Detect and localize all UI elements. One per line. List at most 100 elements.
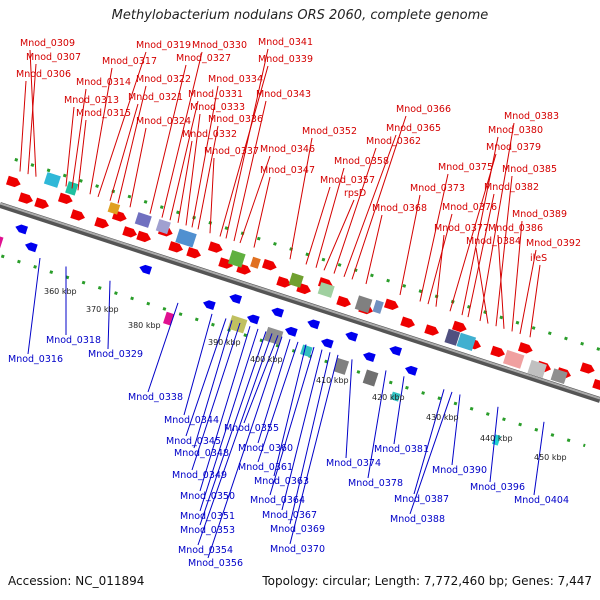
reverse-gene-arrow xyxy=(363,352,376,363)
gene-label: Mnod_0353 xyxy=(180,525,235,536)
feature-block xyxy=(43,172,61,188)
gene-label: Mnod_0396 xyxy=(470,482,525,493)
gene-label: Mnod_0357 xyxy=(320,175,375,186)
genome-title: Methylobacterium nodulans ORS 2060, comp… xyxy=(111,8,489,23)
gene-label: Mnod_0337 xyxy=(204,146,259,157)
scale-tick-label: 380 kbp xyxy=(128,321,161,330)
leader-line xyxy=(497,234,505,329)
leader-line xyxy=(461,136,499,316)
gene-label: Mnod_0333 xyxy=(190,102,245,113)
leader-line xyxy=(27,257,41,355)
leader-line xyxy=(289,354,339,545)
gene-label: Mnod_0348 xyxy=(174,448,229,459)
gene-label: Mnod_0314 xyxy=(76,77,131,88)
reverse-gene-arrow xyxy=(285,326,298,337)
gene-label: Mnod_0388 xyxy=(390,514,445,525)
forward-gene-arrow xyxy=(94,217,109,229)
forward-gene-arrow xyxy=(276,276,291,288)
gene-label: Mnod_0385 xyxy=(502,164,557,175)
labels-layer: Mnod_0306 Mnod_0307 Mnod_0309 Mnod_0313 Mnod… xyxy=(8,37,581,569)
scale-tick-label: 370 kbp xyxy=(86,305,119,314)
gene-label: Mnod_0318 xyxy=(46,335,101,346)
leader-line xyxy=(233,100,267,242)
scale-tick-label: 360 kbp xyxy=(44,287,77,296)
backbone-band xyxy=(0,202,600,403)
leader-line xyxy=(161,51,203,218)
leader-line xyxy=(427,213,453,305)
leader-line xyxy=(199,331,267,526)
leader-line xyxy=(199,328,259,512)
backbone-highlight xyxy=(0,202,600,400)
leader-line xyxy=(409,391,453,515)
reverse-gene-arrow xyxy=(389,346,402,356)
gene-label: Mnod_0392 xyxy=(526,238,581,249)
gene-label: Mnod_0367 xyxy=(262,510,317,521)
leader-line xyxy=(495,175,513,327)
gene-label: Mnod_0315 xyxy=(76,108,131,119)
gene-label: Mnod_0379 xyxy=(486,142,541,153)
gene-label: Mnod_0351 xyxy=(180,511,235,522)
leader-line xyxy=(489,406,499,483)
gene-label: Mnod_0322 xyxy=(136,74,191,85)
gene-label: Mnod_0378 xyxy=(348,478,403,489)
leader-line xyxy=(475,247,489,324)
gene-label: Mnod_0309 xyxy=(20,38,75,49)
gene-label: Mnod_0361 xyxy=(238,462,293,473)
gene-label: Mnod_0356 xyxy=(188,558,243,569)
leader-lines-layer xyxy=(19,48,545,559)
feature-block xyxy=(155,218,171,235)
leader-line xyxy=(333,147,377,274)
leader-line xyxy=(209,157,215,234)
leader-line xyxy=(197,333,273,546)
leader-line xyxy=(435,234,445,307)
forward-gene-arrow xyxy=(34,197,49,209)
gene-label: Mnod_0332 xyxy=(182,129,237,140)
feature-block xyxy=(317,282,335,298)
gene-label: Mnod_0366 xyxy=(396,104,451,115)
scale-tick-label: 450 kbp xyxy=(534,453,567,462)
feature-block xyxy=(333,357,350,375)
forward-gene-arrow xyxy=(579,362,595,374)
gene-label: Mnod_0347 xyxy=(260,165,315,176)
feature-block xyxy=(456,332,477,351)
gene-label: Mnod_0329 xyxy=(88,349,143,360)
accession-text: Accession: NC_011894 xyxy=(8,574,145,588)
gene-label: Mnod_0360 xyxy=(238,443,293,454)
feature-block xyxy=(527,359,547,379)
gene-label: Mnod_0339 xyxy=(258,54,313,65)
leader-line xyxy=(239,155,271,244)
leader-line xyxy=(479,122,515,322)
leader-line xyxy=(89,67,113,195)
leader-line xyxy=(107,280,111,350)
scale-tick-label: 420 kbp xyxy=(372,393,405,402)
leader-line xyxy=(281,349,323,511)
forward-gene-arrow xyxy=(383,298,399,310)
gene-label: Mnod_0341 xyxy=(258,37,313,48)
gene-label: Mnod_0330 xyxy=(192,40,247,51)
leader-line xyxy=(185,318,227,437)
feature-block xyxy=(550,368,568,385)
genome-info-text: Topology: circular; Length: 7,772,460 bp… xyxy=(262,574,592,588)
leader-line xyxy=(533,421,545,496)
gene-label: Mnod_0404 xyxy=(514,495,569,506)
gene-label: Mnod_0381 xyxy=(374,444,429,455)
leader-line xyxy=(365,214,383,285)
gene-label: Mnod_0352 xyxy=(302,126,357,137)
leader-line xyxy=(269,346,315,496)
leader-line xyxy=(191,85,219,228)
gene-label: rpsD xyxy=(344,188,366,199)
features-layer xyxy=(0,172,600,446)
gene-label: Mnod_0375 xyxy=(438,162,493,173)
leader-line xyxy=(177,140,193,223)
gene-label: Mnod_0354 xyxy=(178,545,233,556)
leader-line xyxy=(197,125,219,230)
gene-label: Mnod_0369 xyxy=(270,524,325,535)
gene-label: Mnod_0373 xyxy=(410,183,465,194)
forward-gene-arrow xyxy=(517,342,533,354)
leader-line xyxy=(253,176,271,248)
feature-block xyxy=(0,234,4,250)
leader-line xyxy=(519,249,537,335)
gene-label: Mnod_0376 xyxy=(442,202,497,213)
leader-line xyxy=(71,88,87,189)
gene-label: Mnod_0383 xyxy=(504,111,559,122)
